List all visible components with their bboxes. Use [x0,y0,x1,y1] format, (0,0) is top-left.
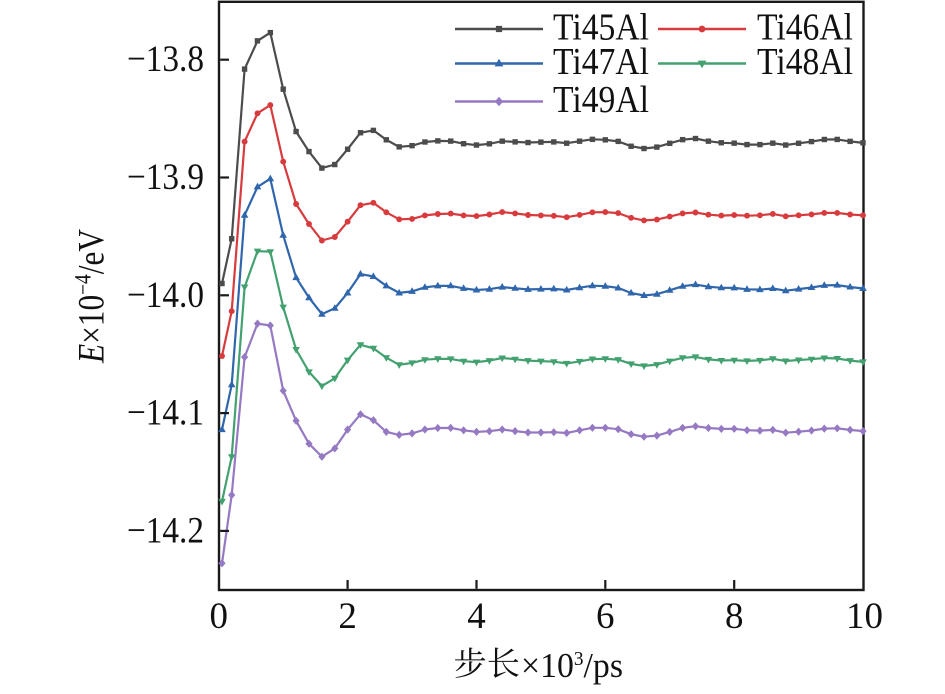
svg-text:×103/ps: ×103/ps [521,646,623,685]
svg-text:2: 2 [338,596,357,637]
svg-text:Ti47Al: Ti47Al [553,41,649,83]
svg-text:10: 10 [846,596,883,637]
svg-text:−14.1: −14.1 [127,393,204,434]
svg-text:6: 6 [596,596,615,637]
svg-text:Ti48Al: Ti48Al [757,41,853,83]
svg-text:8: 8 [725,596,744,637]
svg-text:4: 4 [467,596,486,637]
svg-text:−13.8: −13.8 [127,39,204,80]
svg-text:Ti45Al: Ti45Al [553,7,649,49]
svg-text:Ti49Al: Ti49Al [553,79,649,121]
svg-text:−14.2: −14.2 [127,510,204,551]
svg-text:Ti46Al: Ti46Al [757,7,853,49]
svg-text:E×10−4/eV: E×10−4/eV [71,229,113,364]
svg-text:0: 0 [210,596,229,637]
svg-text:−13.9: −13.9 [127,157,204,198]
svg-text:−14.0: −14.0 [127,275,204,316]
